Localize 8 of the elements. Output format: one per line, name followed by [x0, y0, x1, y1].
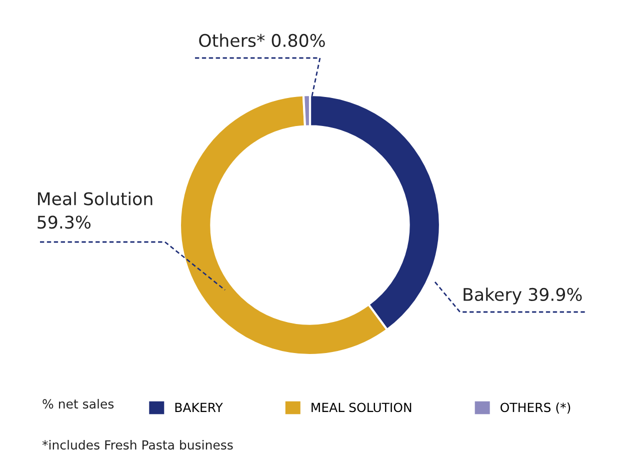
data-label: Meal Solution 59.3%: [38, 192, 152, 229]
legend-label: BAKERY: [175, 402, 223, 412]
legend-title: % net sales: [42, 398, 114, 409]
data-label: Others* 0.80%: [199, 34, 325, 48]
text: *includes Fresh Pasta business: [42, 440, 233, 450]
data-label: Bakery 39.9%: [464, 288, 582, 304]
legend-label: OTHERS (*): [500, 402, 570, 414]
legend-label: MEAL SOLUTION: [312, 402, 412, 412]
